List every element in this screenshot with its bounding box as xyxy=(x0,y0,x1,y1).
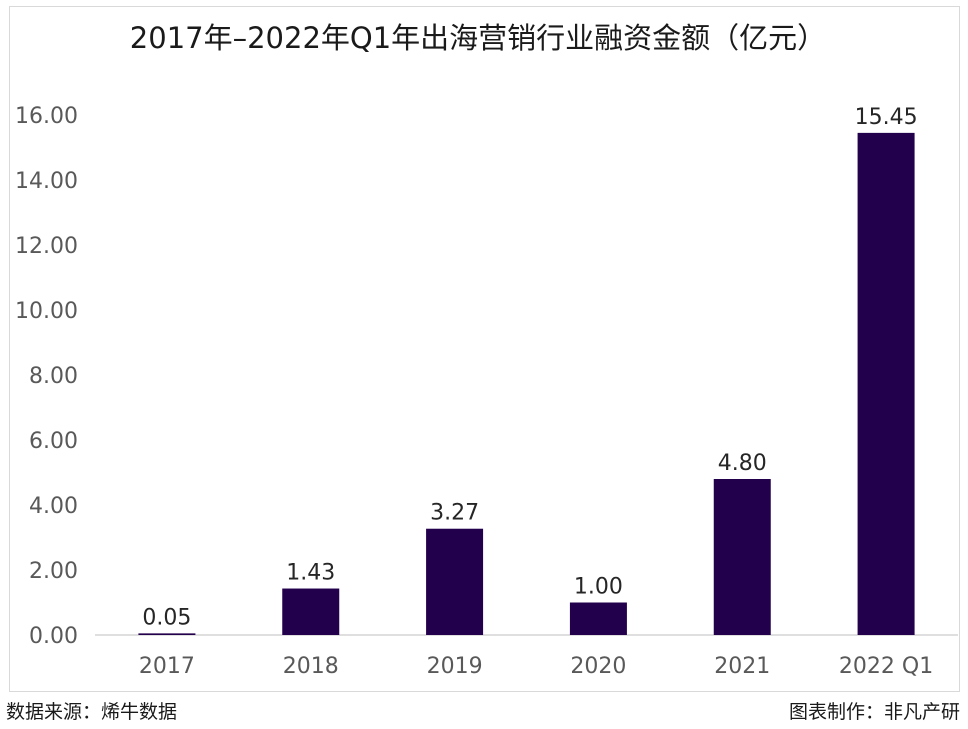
x-tick-label: 2022 Q1 xyxy=(839,654,933,679)
y-tick-label: 2.00 xyxy=(29,559,78,584)
x-axis: 2017 2018 2019 2020 2021 2022 Q1 xyxy=(95,634,958,679)
data-source-note: 数据来源：烯牛数据 xyxy=(6,701,178,723)
x-tick-label: 2021 xyxy=(714,654,770,679)
bar xyxy=(138,633,196,635)
x-tick-label: 2020 xyxy=(570,654,626,679)
chart-frame xyxy=(9,6,960,692)
x-tick-label: 2017 xyxy=(139,654,195,679)
x-tick-label: 2019 xyxy=(427,654,483,679)
bar xyxy=(569,602,627,635)
value-labels: 0.05 1.43 3.27 1.00 4.80 15.45 xyxy=(142,105,917,631)
y-tick-label: 8.00 xyxy=(29,364,78,389)
y-tick-label: 14.00 xyxy=(15,169,78,194)
bar xyxy=(713,479,771,635)
x-tick-label: 2018 xyxy=(283,654,339,679)
y-tick-label: 4.00 xyxy=(29,494,78,519)
y-tick-label: 0.00 xyxy=(29,624,78,649)
chart-credit-note: 图表制作：非凡产研 xyxy=(788,701,960,723)
chart-title: 2017年–2022年Q1年出海营销行业融资金额（亿元） xyxy=(130,21,826,55)
bar xyxy=(426,528,484,635)
y-tick-label: 12.00 xyxy=(15,234,78,259)
bar-value-label: 1.00 xyxy=(574,575,623,600)
y-tick-label: 6.00 xyxy=(29,429,78,454)
bar xyxy=(857,132,915,635)
bar-value-label: 1.43 xyxy=(286,561,335,586)
bar xyxy=(282,588,340,635)
bar-value-label: 3.27 xyxy=(430,501,479,526)
bars xyxy=(138,132,915,635)
y-tick-label: 10.00 xyxy=(15,299,78,324)
bar-value-label: 15.45 xyxy=(855,105,918,130)
bar-value-label: 0.05 xyxy=(142,605,191,630)
bar-value-label: 4.80 xyxy=(718,451,767,476)
y-axis: 0.00 2.00 4.00 6.00 8.00 10.00 12.00 14.00 16.00 xyxy=(15,104,78,649)
y-tick-label: 16.00 xyxy=(15,104,78,129)
